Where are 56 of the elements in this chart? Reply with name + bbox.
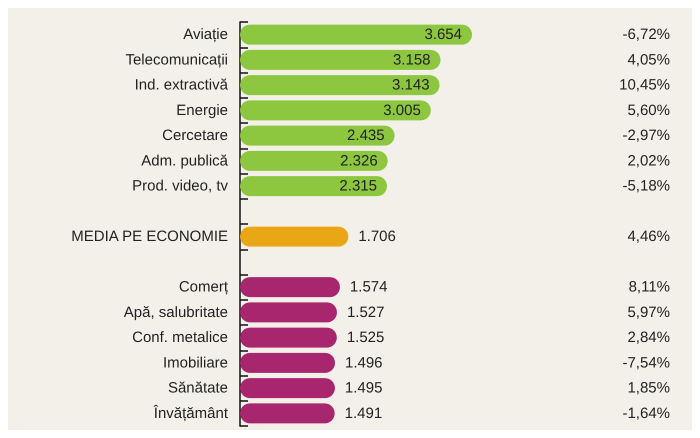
y-tick-label: Cercetare: [162, 127, 228, 144]
data-label: 2.326: [340, 152, 378, 170]
text: 5,60%: [627, 102, 670, 119]
y-tick-label: Comerț: [178, 278, 229, 296]
y-tick-label: Învățământ: [152, 404, 229, 422]
data-label: 2.315: [339, 178, 377, 195]
bar: [240, 302, 337, 322]
bar: [240, 50, 441, 70]
y-tick-label: Conf. metalice: [132, 329, 228, 346]
text: 5,97%: [627, 304, 670, 321]
data-label: 1.495: [344, 380, 382, 397]
y-tick-label: Prod. video, tv: [132, 178, 228, 195]
y-tick-label: Imobiliare: [162, 354, 228, 372]
bar: [240, 75, 440, 96]
data-label: 1.527: [346, 304, 384, 321]
y-tick-label: MEDIA PE ECONOMIE: [71, 228, 228, 246]
text: -5,18%: [622, 178, 670, 195]
text: -1,64%: [622, 404, 670, 422]
data-label: 1.706: [358, 228, 396, 246]
data-label: 1.574: [350, 278, 388, 296]
text: 4,46%: [627, 228, 670, 246]
data-label: 3.143: [392, 76, 430, 94]
text: -6,72%: [622, 26, 670, 44]
y-tick-label: Telecomunicații: [125, 51, 228, 68]
y-tick-label: Apă, salubritate: [124, 304, 228, 321]
bar: [240, 378, 335, 398]
y-tick-label: Ind. extractivă: [134, 76, 229, 94]
bar: [240, 126, 395, 146]
bar: [240, 100, 431, 120]
bar: [240, 352, 335, 373]
data-label: 1.491: [344, 404, 382, 422]
text: 2,02%: [627, 152, 670, 170]
text: 4,05%: [627, 51, 670, 68]
bar: [240, 403, 335, 424]
text: 10,45%: [619, 76, 670, 94]
y-tick-label: Energie: [176, 102, 228, 119]
text: 2,84%: [627, 329, 670, 346]
bar: [240, 176, 387, 196]
text: -7,54%: [622, 354, 670, 372]
text: 1,85%: [627, 380, 670, 397]
bar: [240, 226, 348, 247]
bar: [240, 328, 337, 348]
bar: [240, 277, 340, 298]
y-tick-label: Sănătate: [168, 380, 228, 397]
bar: [240, 24, 472, 45]
y-tick-label: Adm. publică: [141, 152, 229, 170]
data-label: 3.158: [392, 51, 431, 68]
data-label: 3.654: [424, 26, 462, 44]
y-tick-label: Aviație: [183, 26, 228, 44]
text: -2,97%: [622, 127, 670, 144]
data-label: 2.435: [347, 127, 385, 144]
data-label: 3.005: [383, 102, 421, 119]
text: 8,11%: [628, 278, 670, 296]
bar: [240, 150, 388, 171]
data-label: 1.496: [344, 354, 383, 372]
data-label: 1.525: [346, 329, 384, 346]
